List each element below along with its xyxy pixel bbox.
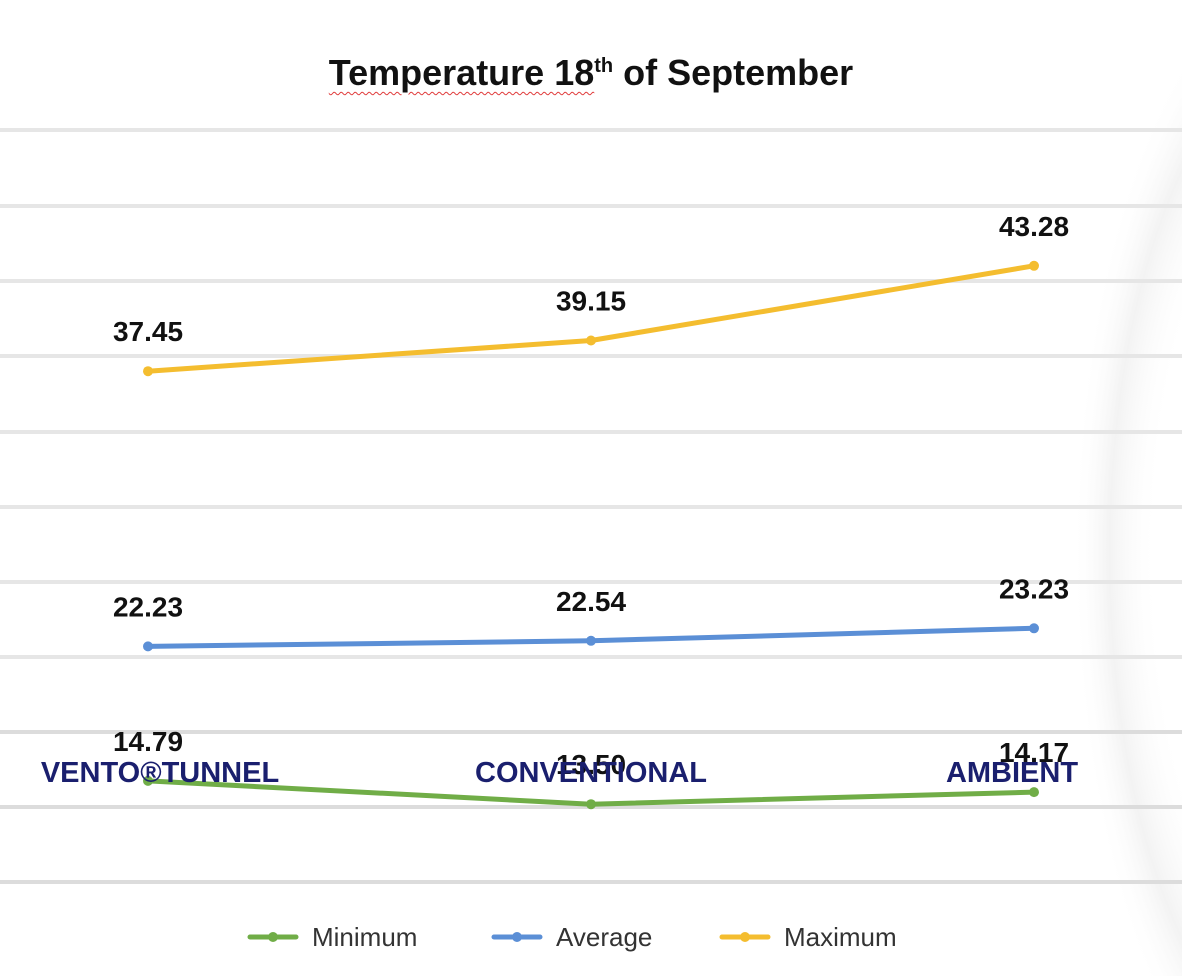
- data-point-minimum: [586, 799, 596, 810]
- data-label-minimum: 14.17: [999, 737, 1069, 768]
- data-labels: 14.79 13.50 14.17 22.23 22.54 23.23 37.45 39.15…: [113, 211, 1069, 780]
- chart-title-superscript: th: [594, 55, 614, 77]
- data-label-minimum: 13.50: [556, 749, 626, 780]
- legend-item-minimum: Minimum: [247, 922, 417, 952]
- data-point-average: [586, 635, 596, 646]
- data-point-minimum: [1029, 787, 1039, 798]
- legend-item-maximum: Maximum: [719, 922, 897, 952]
- category-label: VENTO®TUNNEL: [41, 757, 279, 789]
- category-label: CONVENTIONAL: [475, 757, 707, 789]
- legend-marker: [268, 932, 278, 942]
- legend-label: Minimum: [312, 922, 417, 952]
- data-point-maximum: [586, 335, 596, 346]
- data-label-maximum: 39.15: [556, 286, 626, 317]
- data-point-minimum: [143, 775, 153, 786]
- legend-label: Average: [556, 922, 652, 952]
- data-point-average: [1029, 623, 1039, 634]
- chart-title-main: Temperature 18: [328, 52, 595, 93]
- series-lines: [143, 260, 1039, 810]
- data-point-maximum: [143, 366, 153, 377]
- category-label: AMBIENT: [946, 757, 1078, 789]
- legend: Minimum Average Maximum: [247, 922, 897, 952]
- data-label-average: 23.23: [999, 573, 1069, 604]
- legend-marker: [740, 932, 750, 942]
- data-label-maximum: 43.28: [999, 211, 1069, 242]
- data-label-average: 22.23: [113, 591, 183, 622]
- data-label-average: 22.54: [556, 586, 626, 617]
- category-labels: VENTO®TUNNEL CONVENTIONAL AMBIENT: [41, 757, 1079, 789]
- data-label-minimum: 14.79: [113, 726, 183, 757]
- legend-label: Maximum: [784, 922, 897, 952]
- data-point-maximum: [1029, 260, 1039, 271]
- legend-marker: [512, 932, 522, 942]
- data-label-maximum: 37.45: [113, 316, 183, 347]
- chart-title: Temperature 18th of September: [0, 52, 1182, 94]
- legend-item-average: Average: [491, 922, 652, 952]
- data-point-average: [143, 641, 153, 652]
